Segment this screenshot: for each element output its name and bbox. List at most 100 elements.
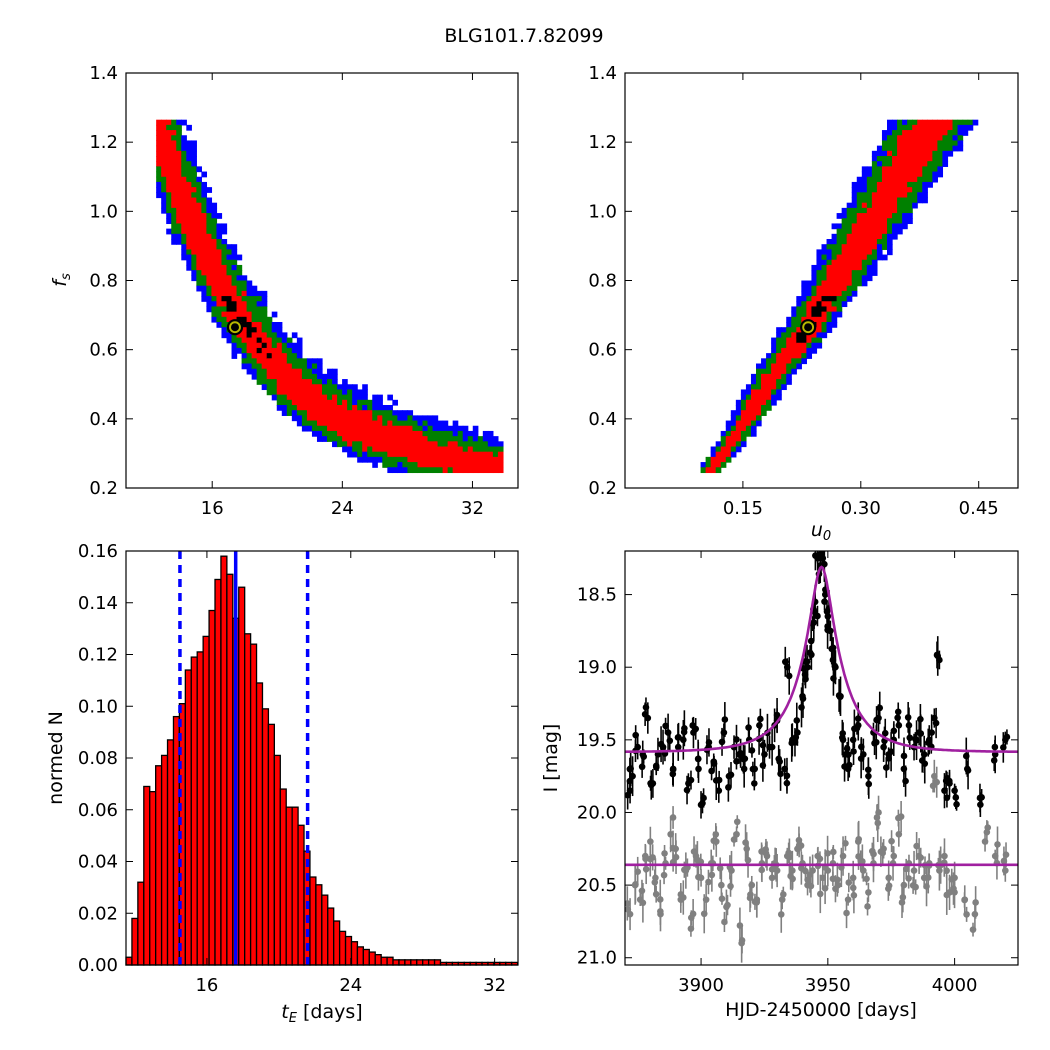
heatmap-cell — [497, 451, 504, 458]
data-point — [638, 763, 646, 771]
heatmap-cell — [447, 467, 454, 474]
heatmap-cell — [276, 337, 283, 344]
data-point — [1000, 857, 1008, 865]
heatmap-cell — [942, 135, 949, 142]
heatmap-cell — [856, 181, 863, 188]
heatmap-cell — [831, 275, 838, 282]
heatmap-cell — [306, 384, 313, 391]
heatmap-cell — [266, 384, 273, 391]
heatmap-cell — [730, 441, 737, 448]
heatmap-cell — [276, 399, 283, 406]
heatmap-cell — [932, 156, 938, 162]
heatmap-cell — [337, 425, 343, 432]
heatmap-cell — [841, 244, 848, 250]
heatmap-cell — [301, 415, 308, 422]
heatmap-cell — [801, 358, 807, 365]
heatmap-cell — [306, 405, 313, 411]
heatmap-cell — [392, 462, 398, 468]
heatmap-cell — [246, 332, 253, 339]
heatmap-cell — [796, 311, 802, 318]
heatmap-cell — [871, 207, 878, 214]
heatmap-cell — [720, 451, 727, 458]
heatmap-cell — [226, 254, 233, 261]
heatmap-cell — [957, 124, 964, 131]
heatmap-cell — [271, 337, 278, 344]
heatmap-cell — [256, 379, 263, 385]
heatmap-cell — [236, 290, 243, 297]
heatmap-cell — [816, 332, 823, 339]
data-point — [845, 751, 852, 758]
heatmap-cell — [761, 373, 767, 380]
heatmap-cell — [161, 197, 167, 204]
heatmap-cell — [826, 285, 833, 292]
heatmap-cell — [342, 420, 348, 427]
heatmap-cell — [937, 135, 944, 142]
heatmap-cell — [156, 124, 162, 131]
heatmap-cell — [241, 285, 248, 292]
heatmap-cell — [922, 187, 928, 193]
heatmap-cell — [171, 119, 177, 126]
heatmap-cell — [221, 322, 228, 328]
histogram-bar — [321, 894, 329, 966]
heatmap-cell — [866, 197, 873, 204]
heatmap-cell — [266, 389, 273, 396]
histogram-bar — [404, 959, 412, 966]
y-tick-label: 21.0 — [577, 948, 617, 969]
heatmap-cell — [462, 430, 469, 437]
heatmap-cell — [306, 379, 313, 385]
heatmap-cell — [176, 119, 182, 126]
heatmap-cell — [392, 446, 398, 453]
heatmap-cell — [362, 446, 368, 453]
heatmap-cell — [750, 425, 757, 432]
heatmap-cell — [836, 228, 843, 235]
heatmap-cell — [216, 228, 223, 235]
heatmap-cell — [907, 145, 913, 152]
heatmap-cell — [786, 332, 792, 339]
heatmap-cell — [881, 197, 888, 204]
heatmap-cell — [452, 420, 459, 427]
heatmap-cell — [221, 332, 228, 339]
heatmap-cell — [402, 456, 409, 463]
heatmap-cell — [327, 415, 333, 422]
heatmap-cell — [186, 244, 192, 250]
heatmap-cell — [231, 290, 238, 297]
heatmap-cell — [231, 337, 238, 344]
heatmap-cell — [497, 456, 504, 463]
heatmap-cell — [912, 187, 918, 193]
heatmap-cell — [942, 161, 949, 167]
heatmap-cell — [291, 384, 298, 391]
heatmap-cell — [876, 166, 883, 173]
heatmap-cell — [907, 150, 913, 157]
data-point — [843, 745, 851, 752]
heatmap-cell — [841, 228, 848, 235]
data-point — [680, 736, 687, 744]
heatmap-cell — [472, 446, 479, 453]
x-axis-label: tE [days] — [281, 1001, 362, 1026]
panel-te-histogram: 16 24 320.000.020.040.060.080.100.120.140.… — [45, 541, 519, 1026]
heatmap-cell — [937, 145, 944, 152]
heatmap-cell — [756, 420, 762, 427]
data-point — [845, 761, 853, 769]
heatmap-cell — [301, 384, 308, 391]
histogram-bar — [238, 586, 246, 966]
heatmap-cell — [211, 249, 218, 256]
heatmap-cell — [821, 301, 828, 308]
heatmap-cell — [897, 124, 903, 131]
heatmap-cell — [907, 192, 913, 199]
x-tick-label: 0.45 — [959, 498, 999, 519]
heatmap-cell — [176, 130, 182, 136]
heatmap-cell — [181, 239, 187, 245]
heatmap-cell — [740, 436, 747, 442]
heatmap-cell — [276, 327, 283, 333]
heatmap-cell — [246, 280, 253, 287]
heatmap-cell — [442, 467, 449, 474]
heatmap-cell — [221, 280, 228, 287]
heatmap-cell — [897, 135, 903, 142]
heatmap-cell — [176, 192, 182, 199]
heatmap-cell — [196, 244, 202, 250]
heatmap-cell — [497, 467, 504, 474]
heatmap-cell — [291, 405, 298, 411]
heatmap-cell — [771, 358, 777, 365]
heatmap-cell — [856, 254, 863, 261]
heatmap-cell — [362, 441, 368, 448]
